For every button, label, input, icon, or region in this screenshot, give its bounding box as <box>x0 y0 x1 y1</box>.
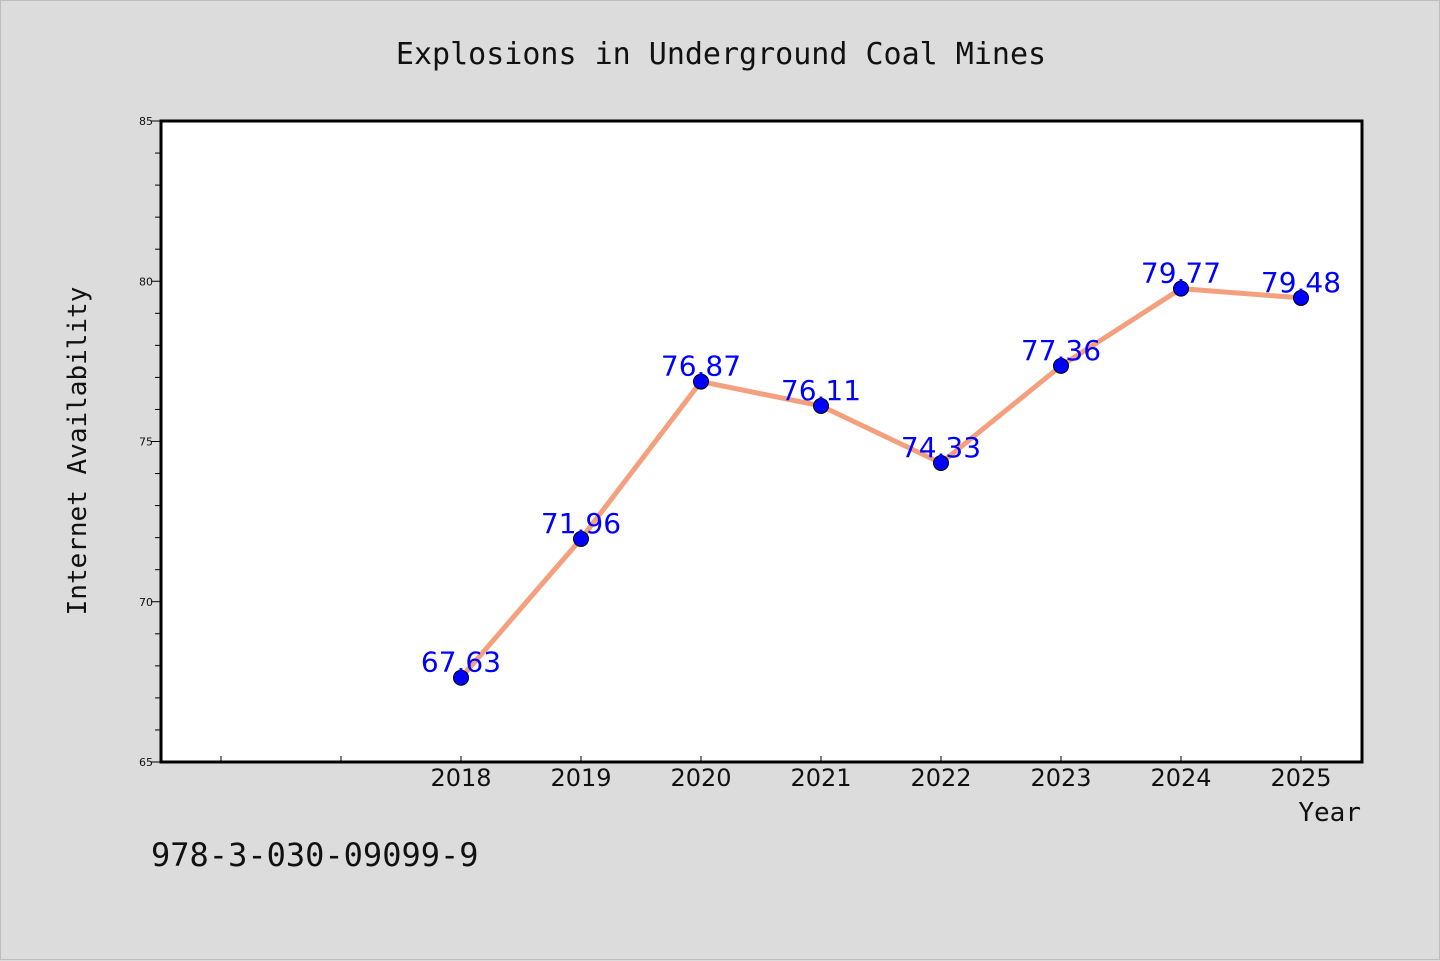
y-tick-label: 80 <box>139 275 153 288</box>
series-line <box>458 286 1304 681</box>
data-label: 67.63 <box>421 646 501 679</box>
isbn-annotation: 978-3-030-09099-9 <box>151 836 479 874</box>
x-tick-label: 2021 <box>790 764 851 792</box>
data-labels-layer: 67.63 71.96 76.87 76.11 74.33 77.36 79.77 79.48 <box>421 257 1341 679</box>
chart-title: Explosions in Underground Coal Mines <box>396 37 1046 72</box>
x-tick-label: 2025 <box>1270 764 1331 792</box>
x-axis: 2018 2019 2020 2021 2022 2023 2024 2025 <box>220 756 1332 792</box>
plot-area <box>159 119 1364 764</box>
x-tick-label: 2024 <box>1150 764 1211 792</box>
data-label: 79.77 <box>1141 257 1221 290</box>
series-layer <box>453 280 1309 686</box>
y-axis: 65 70 75 80 85 <box>139 115 161 769</box>
data-point <box>1293 289 1309 306</box>
data-point <box>573 530 589 547</box>
x-tick-label: 2019 <box>550 764 611 792</box>
x-tick-label: 2020 <box>670 764 731 792</box>
data-label: 76.87 <box>661 350 741 383</box>
y-tick-label: 85 <box>139 115 153 128</box>
data-label: 76.11 <box>781 374 861 407</box>
x-axis-label: Year <box>1298 798 1361 828</box>
y-tick-label: 65 <box>139 756 153 769</box>
data-label: 71.96 <box>541 507 621 540</box>
data-label: 74.33 <box>901 431 981 464</box>
x-tick-label: 2018 <box>430 764 491 792</box>
y-axis-label: Internet Availability <box>63 287 93 616</box>
x-tick-label: 2023 <box>1030 764 1091 792</box>
data-point <box>813 397 829 414</box>
data-point <box>1173 280 1189 297</box>
x-tick-label: 2022 <box>910 764 971 792</box>
data-point <box>453 669 469 686</box>
data-point <box>933 454 949 471</box>
data-point <box>693 373 709 390</box>
y-tick-label: 70 <box>139 596 153 609</box>
data-label: 77.36 <box>1021 334 1101 367</box>
y-tick-label: 75 <box>139 436 153 449</box>
data-label: 79.48 <box>1261 266 1341 299</box>
data-point <box>1053 357 1069 374</box>
